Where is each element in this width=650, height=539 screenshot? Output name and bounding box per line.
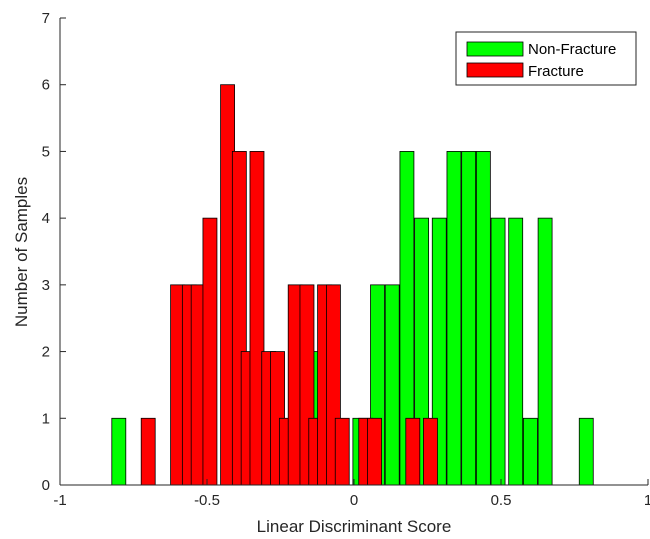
bar-non-fracture xyxy=(578,417,594,486)
bar-non-fracture xyxy=(490,217,506,486)
bar-non-fracture xyxy=(537,217,553,486)
bar-non-fracture xyxy=(461,151,477,486)
bars-layer xyxy=(111,84,594,486)
bar-non-fracture xyxy=(111,417,127,486)
y-tick-label: 6 xyxy=(42,77,50,94)
bar-non-fracture xyxy=(446,151,462,486)
y-tick-label: 4 xyxy=(42,210,50,227)
legend-swatch-non-fracture xyxy=(466,41,524,57)
bar-non-fracture xyxy=(523,417,538,486)
bar-fracture xyxy=(367,417,382,486)
bar-fracture xyxy=(334,417,350,486)
y-tick-label: 1 xyxy=(42,410,50,427)
y-axis-title: Number of Samples xyxy=(12,177,31,327)
x-tick-label: 1 xyxy=(644,492,650,509)
bar-non-fracture xyxy=(508,217,524,486)
x-tick-label: -1 xyxy=(53,492,66,509)
x-axis-title: Linear Discriminant Score xyxy=(257,517,452,536)
y-tick-label: 5 xyxy=(42,143,50,160)
legend-label-non-fracture: Non-Fracture xyxy=(528,41,616,58)
bar-fracture xyxy=(140,417,156,486)
bar-fracture xyxy=(405,417,421,486)
y-tick-label: 3 xyxy=(42,277,50,294)
x-tick-label: -0.5 xyxy=(194,492,220,509)
bar-fracture xyxy=(202,217,218,486)
y-tick-label: 7 xyxy=(42,10,50,27)
bar-non-fracture xyxy=(384,284,400,486)
y-tick-label: 0 xyxy=(42,477,50,494)
x-tick-label: 0 xyxy=(350,492,358,509)
legend: Non-Fracture Fracture xyxy=(455,31,637,86)
x-tick-label: 0.5 xyxy=(491,492,512,509)
y-tick-label: 2 xyxy=(42,344,50,361)
bar-non-fracture xyxy=(475,151,491,486)
ticks-layer: -1 -0.5 0 0.5 1 0 1 2 3 4 5 6 7 xyxy=(42,10,650,509)
axes-layer xyxy=(59,18,648,486)
legend-swatch-fracture xyxy=(466,62,524,78)
legend-label-fracture: Fracture xyxy=(528,63,584,80)
bar-fracture xyxy=(423,417,438,486)
